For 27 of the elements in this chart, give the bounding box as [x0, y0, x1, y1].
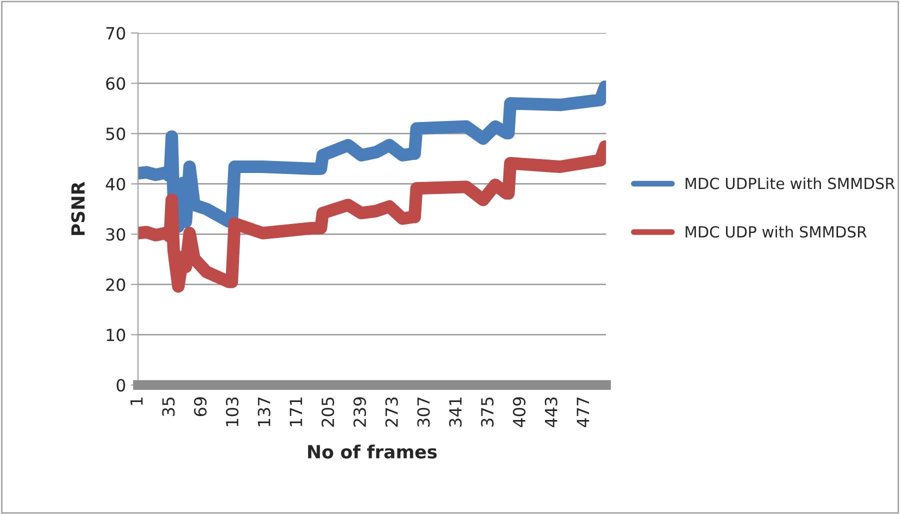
x-tick-label: 103	[226, 397, 238, 426]
x-tick-label: 341	[449, 398, 462, 427]
x-tick-label: 35	[162, 398, 175, 416]
y-tick-label: 50	[106, 128, 126, 140]
y-tick-label: 40	[106, 178, 126, 190]
x-tick-label: 307	[417, 398, 430, 427]
y-tick-label: 0	[116, 378, 126, 392]
x-tick-label: 205	[322, 398, 334, 427]
legend-label: MDC UDPLite with SMMDSR	[686, 177, 895, 190]
x-tick-label: 409	[512, 397, 526, 428]
x-tick-label: 477	[576, 398, 590, 428]
x-axis-title: No of frames	[308, 444, 437, 459]
y-tick-label: 20	[106, 278, 126, 291]
x-tick-label: 273	[385, 397, 398, 427]
x-tick-label: 137	[258, 398, 270, 426]
x-tick-label: 375	[480, 398, 494, 427]
x-tick-label: 69	[194, 397, 207, 416]
y-tick-label: 30	[106, 228, 126, 241]
x-tick-label: 171	[290, 398, 302, 426]
x-tick-label: 443	[544, 397, 558, 428]
legend-label: MDC UDP with SMMDSR	[686, 226, 867, 238]
y-tick-label: 10	[106, 328, 126, 342]
y-axis-title: PSNR	[71, 182, 85, 235]
x-tick-label: 1	[130, 398, 143, 405]
x-tick-label: 239	[353, 397, 366, 427]
y-tick-label: 70	[106, 26, 126, 40]
y-tick-label: 60	[106, 77, 126, 90]
